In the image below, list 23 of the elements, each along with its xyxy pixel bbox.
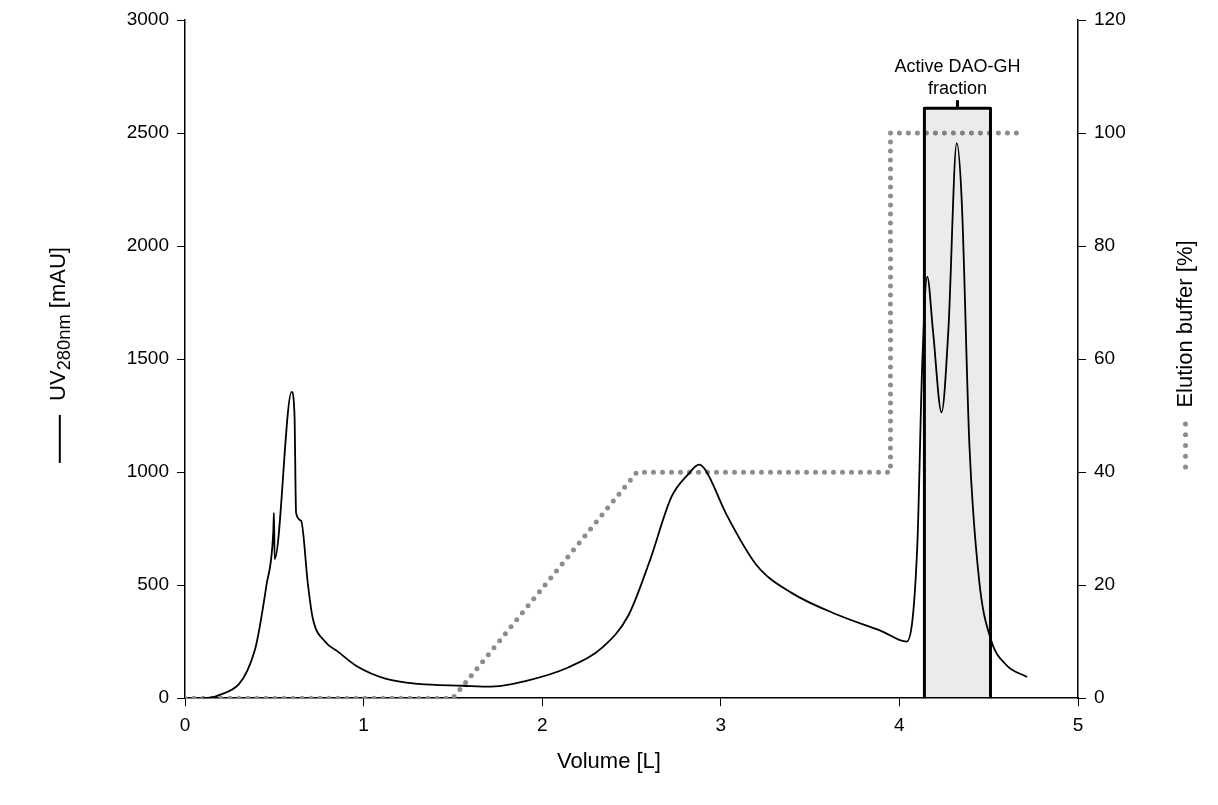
- band-label: Active DAO-GH fraction: [894, 56, 1021, 99]
- y2-axis-title: Elution buffer [%]: [1172, 240, 1198, 408]
- y-tick-label: 500: [137, 573, 169, 595]
- y-tick-label: 2000: [126, 234, 169, 256]
- x-tick-label: 5: [1072, 713, 1084, 735]
- x-tick-label: 4: [894, 713, 906, 735]
- y-tick-label: 2500: [126, 121, 169, 143]
- x-tick-label: 2: [536, 713, 548, 735]
- y-tick-label: 1000: [126, 460, 169, 482]
- y2-tick-label: 80: [1094, 234, 1116, 256]
- x-tick-label: 0: [179, 713, 191, 735]
- y-tick-label: 1500: [126, 347, 169, 369]
- y2-tick-label: 100: [1094, 121, 1126, 143]
- x-axis-title: Volume [L]: [556, 748, 662, 774]
- x-tick-label: 3: [715, 713, 727, 735]
- y2-tick-label: 60: [1094, 347, 1116, 369]
- y-tick-label: 0: [158, 686, 169, 708]
- y-tick-label: 3000: [126, 8, 169, 30]
- y2-tick-label: 0: [1094, 686, 1105, 708]
- x-tick-label: 1: [358, 713, 369, 735]
- y2-tick-label: 20: [1094, 573, 1116, 595]
- y2-tick-label: 120: [1094, 8, 1126, 30]
- y2-tick-label: 40: [1094, 460, 1116, 482]
